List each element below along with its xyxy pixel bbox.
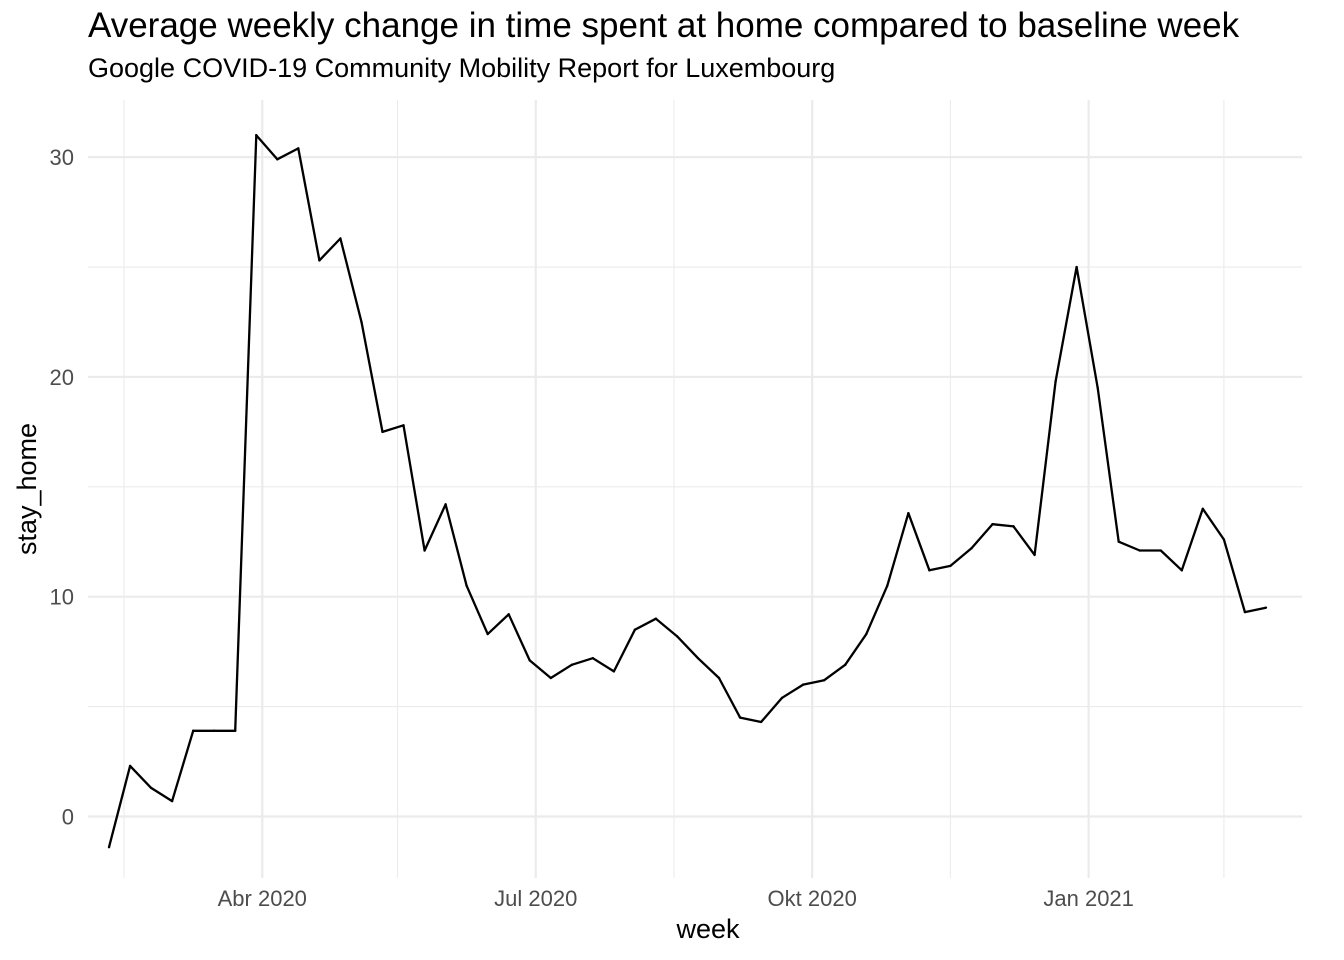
data-point xyxy=(886,584,889,587)
data-point xyxy=(1201,507,1205,510)
x-tick-label: Jan 2021 xyxy=(1043,886,1134,911)
data-point xyxy=(191,729,195,732)
data-point xyxy=(297,147,300,150)
data-point xyxy=(570,663,573,667)
data-point xyxy=(528,659,531,662)
series-layer xyxy=(107,134,1267,848)
data-point xyxy=(507,613,510,616)
data-point xyxy=(591,657,595,660)
data-point xyxy=(970,547,973,550)
data-point xyxy=(549,676,552,680)
x-tick-label: Abr 2020 xyxy=(218,886,307,911)
data-point xyxy=(423,549,426,552)
chart-title: Average weekly change in time spent at h… xyxy=(88,6,1240,45)
data-point xyxy=(1180,569,1184,572)
data-point xyxy=(1243,610,1247,614)
data-point xyxy=(170,799,174,803)
x-tick-label: Okt 2020 xyxy=(768,886,857,911)
data-point xyxy=(276,158,279,161)
data-point xyxy=(738,716,742,719)
data-point xyxy=(444,503,447,506)
data-point xyxy=(780,696,784,699)
data-point xyxy=(1138,549,1141,552)
data-point xyxy=(255,133,258,137)
data-point xyxy=(128,764,132,768)
data-point xyxy=(1264,606,1268,609)
data-point xyxy=(717,676,721,680)
y-axis-title: stay_home xyxy=(12,423,42,555)
data-points xyxy=(107,133,1268,849)
data-point xyxy=(360,320,363,324)
data-point xyxy=(486,632,489,636)
data-point xyxy=(801,683,805,686)
data-point xyxy=(1033,553,1036,557)
data-point xyxy=(339,237,342,240)
data-point xyxy=(1117,540,1120,543)
data-point xyxy=(402,424,405,427)
data-point xyxy=(654,617,658,620)
y-tick-label: 10 xyxy=(50,585,74,610)
y-axis-ticks: 0 10 20 30 xyxy=(50,145,74,829)
data-point xyxy=(949,564,952,568)
data-point xyxy=(1012,525,1015,528)
data-point xyxy=(907,511,910,515)
y-tick-label: 20 xyxy=(50,365,74,390)
data-point xyxy=(759,720,763,724)
y-tick-label: 30 xyxy=(50,145,74,170)
x-tick-label: Jul 2020 xyxy=(494,886,577,911)
data-point xyxy=(149,786,153,790)
data-point xyxy=(234,729,237,732)
minor-gridlines xyxy=(88,100,1302,878)
plot-background xyxy=(88,100,1302,878)
data-point xyxy=(612,670,616,673)
data-point xyxy=(1054,380,1057,383)
data-point xyxy=(107,846,111,849)
data-point xyxy=(633,628,637,631)
data-point xyxy=(1222,538,1226,541)
data-point xyxy=(1159,549,1162,552)
series-line xyxy=(107,134,1267,848)
data-point xyxy=(318,259,321,262)
x-axis-title: week xyxy=(675,914,740,944)
data-point xyxy=(823,679,826,682)
data-point xyxy=(381,430,384,434)
data-point xyxy=(1096,386,1099,390)
major-gridlines xyxy=(88,100,1302,878)
data-point xyxy=(1075,265,1078,269)
data-point xyxy=(844,663,847,667)
y-tick-label: 0 xyxy=(62,804,74,829)
chart-subtitle: Google COVID-19 Community Mobility Repor… xyxy=(88,53,836,83)
data-point xyxy=(675,635,679,638)
data-point xyxy=(213,729,216,732)
data-point xyxy=(465,584,468,587)
data-point xyxy=(928,569,931,572)
data-point xyxy=(696,657,700,660)
data-point xyxy=(865,632,868,636)
data-point xyxy=(991,522,994,526)
x-axis-ticks: Abr 2020 Jul 2020 Okt 2020 Jan 2021 xyxy=(218,886,1134,911)
